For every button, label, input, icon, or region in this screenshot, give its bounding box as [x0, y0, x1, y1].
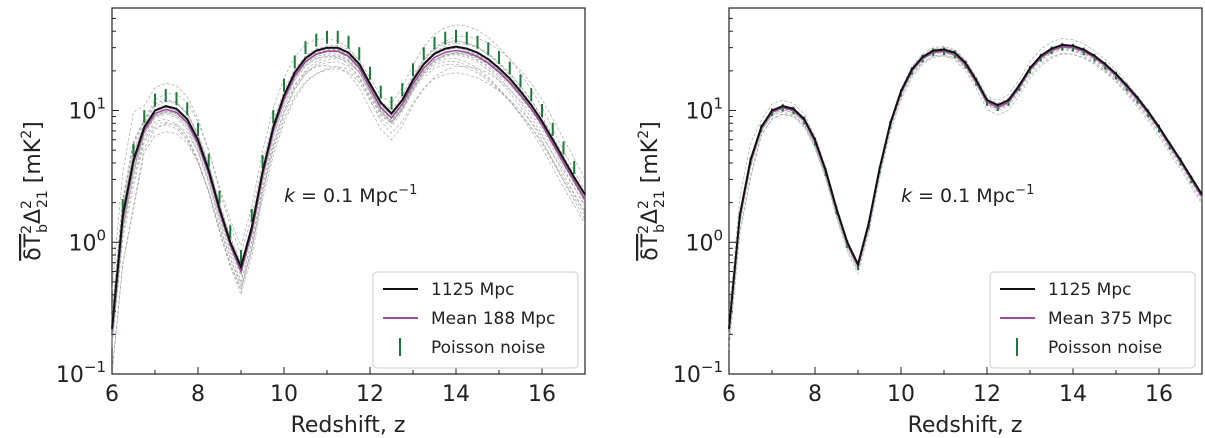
realization-line: [111, 24, 586, 290]
realization-line: [111, 52, 586, 340]
x-axis-label: Redshift, z: [291, 413, 406, 438]
legend-label-poisson: Poisson noise: [1048, 338, 1162, 358]
legend-label-1125: 1125 Mpc: [1048, 280, 1131, 300]
series-lines: [728, 43, 1203, 332]
realization-line: [111, 55, 586, 348]
k-annotation: k = 0.1 Mpc−1: [284, 183, 417, 207]
x-tick-label: 12: [973, 382, 1001, 407]
series-line-1125: [728, 43, 1203, 329]
legend-label-mean: Mean 188 Mpc: [431, 309, 555, 329]
y-axis-ticks: 10−1 100 101: [56, 7, 119, 388]
x-tick-label: 12: [356, 382, 384, 407]
x-axis-ticks: 6 8 10 12 14 16: [105, 367, 586, 407]
y-tick-label: 10−1: [56, 358, 106, 388]
poisson-noise-errorbars: [121, 29, 576, 263]
x-tick-label: 8: [808, 382, 822, 407]
realization-line: [111, 57, 586, 343]
realization-line: [111, 54, 586, 346]
k-annotation: k = 0.1 Mpc−1: [901, 183, 1034, 207]
y-tick-label: 100: [68, 226, 106, 256]
realization-line: [111, 65, 586, 375]
left-panel: 6 8 10 12 14 16 10−1 100 101 Redshift, z δT2bΔ2…: [19, 7, 586, 438]
x-tick-label: 8: [191, 382, 205, 407]
legend: 1125 Mpc Mean 375 Mpc Poisson noise: [989, 271, 1196, 369]
x-tick-label: 6: [105, 382, 119, 407]
x-tick-label: 16: [528, 382, 556, 407]
legend-box: [372, 271, 579, 369]
legend: 1125 Mpc Mean 188 Mpc Poisson noise: [372, 271, 579, 369]
legend-label-poisson: Poisson noise: [431, 338, 545, 358]
x-axis-ticks: 6 8 10 12 14 16: [722, 367, 1203, 407]
series-line-1125: [111, 45, 586, 329]
realization-line: [111, 45, 586, 321]
x-tick-label: 6: [722, 382, 736, 407]
y-axis-ticks: 10−1 100 101: [673, 7, 736, 388]
legend-label-mean: Mean 375 Mpc: [1048, 309, 1172, 329]
y-tick-label: 101: [68, 95, 106, 125]
realization-line: [728, 37, 1203, 314]
right-panel: 6 8 10 12 14 16 10−1 100 101 Redshift, z δT2bΔ2…: [636, 7, 1203, 438]
x-tick-label: 14: [1059, 382, 1087, 407]
series-lines: [111, 45, 586, 332]
x-tick-label: 10: [887, 382, 915, 407]
legend-label-1125: 1125 Mpc: [431, 280, 514, 300]
y-axis-label: δT2bΔ221 [mK2]: [636, 121, 668, 261]
y-tick-label: 100: [685, 226, 723, 256]
series-line-mean: [111, 49, 586, 332]
realization-line: [111, 51, 586, 339]
realization-line: [111, 40, 586, 318]
x-axis-label: Redshift, z: [908, 413, 1023, 438]
realization-line: [728, 53, 1203, 350]
x-tick-label: 16: [1145, 382, 1173, 407]
x-tick-label: 10: [270, 382, 298, 407]
x-tick-label: 14: [442, 382, 470, 407]
y-tick-label: 10−1: [673, 358, 723, 388]
y-tick-label: 101: [685, 95, 723, 125]
legend-box: [989, 271, 1196, 369]
y-axis-label: δT2bΔ221 [mK2]: [19, 121, 51, 261]
realization-line: [111, 36, 586, 318]
